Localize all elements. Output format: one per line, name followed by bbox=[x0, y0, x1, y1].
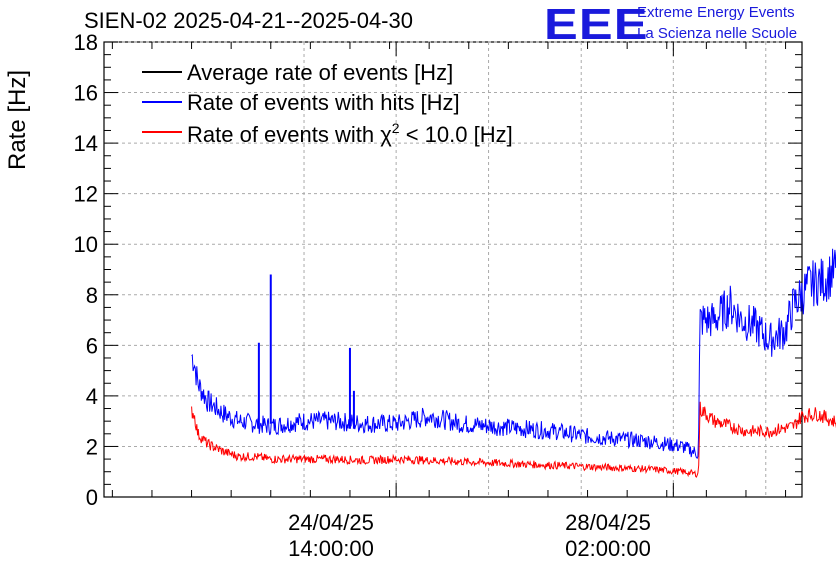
y-tick-label: 12 bbox=[74, 182, 98, 207]
series-group bbox=[191, 248, 836, 478]
brand-line-1: Extreme Energy Events bbox=[637, 4, 795, 21]
legend-label-average: Average rate of events [Hz] bbox=[187, 60, 453, 85]
grid bbox=[104, 41, 802, 497]
legend-label-hits: Rate of events with hits [Hz] bbox=[187, 90, 460, 115]
legend-chi2-suffix: < 10.0 [Hz] bbox=[400, 122, 513, 147]
legend-chi2-sup: 2 bbox=[392, 120, 400, 136]
y-tick-label: 16 bbox=[74, 81, 98, 106]
x-tick-label-1-line2: 14:00:00 bbox=[288, 536, 374, 561]
x-tick-label-2-line2: 02:00:00 bbox=[565, 536, 651, 561]
y-tick-label: 6 bbox=[86, 333, 98, 358]
x-tick-label-2-line1: 28/04/25 bbox=[565, 510, 651, 535]
y-axis-label: Rate [Hz] bbox=[4, 69, 31, 170]
y-tick-label: 18 bbox=[74, 30, 98, 55]
x-tick-label-1-line1: 24/04/25 bbox=[288, 510, 374, 535]
y-tick-label: 2 bbox=[86, 434, 98, 459]
series-chi2-line bbox=[191, 401, 836, 478]
y-tick-label: 0 bbox=[86, 485, 98, 510]
y-tick-label: 8 bbox=[86, 283, 98, 308]
legend: Average rate of events [Hz] Rate of even… bbox=[142, 60, 513, 147]
legend-chi2-symbol: χ bbox=[380, 122, 392, 147]
legend-label-chi2: Rate of events with χ2 < 10.0 [Hz] bbox=[187, 120, 513, 147]
series-hits-line bbox=[191, 248, 836, 459]
chart-title: SIEN-02 2025-04-21--2025-04-30 bbox=[84, 8, 413, 33]
y-tick-label: 4 bbox=[86, 384, 98, 409]
brand-line-2: La Scienza nelle Scuole bbox=[637, 25, 798, 42]
eee-logo: EEE bbox=[544, 0, 649, 49]
legend-chi2-prefix: Rate of events with bbox=[187, 122, 380, 147]
y-tick-label: 14 bbox=[74, 131, 98, 156]
y-ticks: 0 2 4 6 8 10 12 14 16 18 bbox=[74, 30, 802, 510]
x-ticks bbox=[111, 42, 787, 497]
y-tick-label: 10 bbox=[74, 232, 98, 257]
